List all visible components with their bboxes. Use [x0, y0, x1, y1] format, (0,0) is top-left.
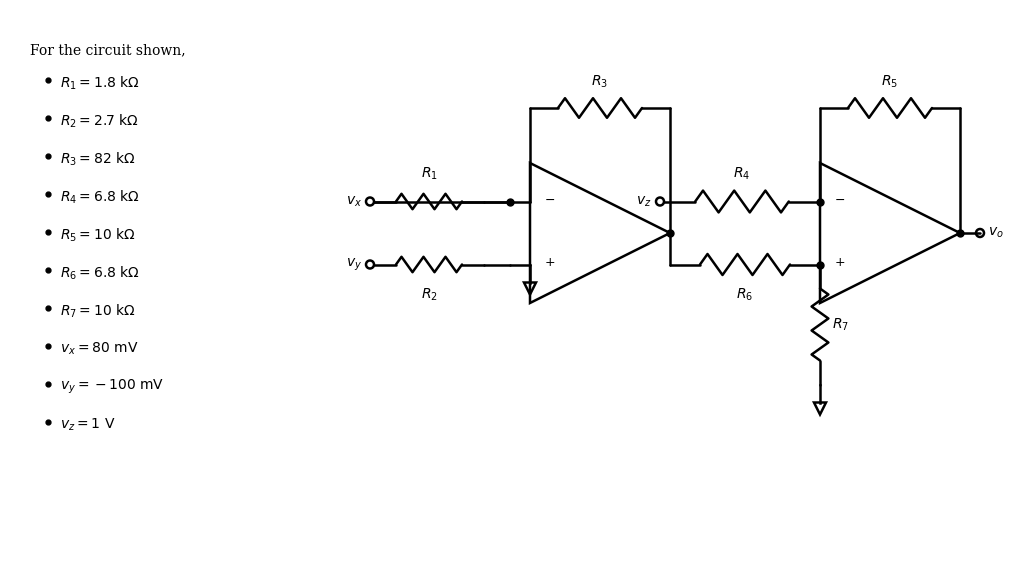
Text: $R_6 = 6.8\ \mathrm{k\Omega}$: $R_6 = 6.8\ \mathrm{k\Omega}$: [60, 264, 140, 282]
Text: $v_x$: $v_x$: [346, 194, 362, 209]
Text: $R_2 = 2.7\ \mathrm{k\Omega}$: $R_2 = 2.7\ \mathrm{k\Omega}$: [60, 112, 139, 129]
Text: $v_z = 1\ \mathrm{V}$: $v_z = 1\ \mathrm{V}$: [60, 417, 116, 433]
Text: $R_4$: $R_4$: [734, 165, 751, 181]
Text: $v_z$: $v_z$: [636, 194, 652, 209]
Text: $-$: $-$: [544, 193, 555, 206]
Text: $v_y = -100\ \mathrm{mV}$: $v_y = -100\ \mathrm{mV}$: [60, 378, 164, 396]
Text: For the circuit shown,: For the circuit shown,: [30, 43, 186, 57]
Text: $R_7 = 10\ \mathrm{k\Omega}$: $R_7 = 10\ \mathrm{k\Omega}$: [60, 302, 135, 320]
Text: $-$: $-$: [834, 193, 845, 206]
Text: $+$: $+$: [544, 256, 555, 269]
Text: $R_3$: $R_3$: [592, 74, 608, 90]
Text: $v_x = 80\ \mathrm{mV}$: $v_x = 80\ \mathrm{mV}$: [60, 341, 139, 357]
Text: $R_4 = 6.8\ \mathrm{k\Omega}$: $R_4 = 6.8\ \mathrm{k\Omega}$: [60, 188, 140, 205]
Text: $+$: $+$: [834, 256, 845, 269]
Text: $R_5$: $R_5$: [881, 74, 899, 90]
Text: $R_1 = 1.8\ \mathrm{k\Omega}$: $R_1 = 1.8\ \mathrm{k\Omega}$: [60, 74, 140, 92]
Text: $R_7$: $R_7$: [832, 316, 850, 333]
Text: $v_o$: $v_o$: [988, 226, 1003, 240]
Text: $R_2$: $R_2$: [421, 287, 437, 303]
Text: $R_6$: $R_6$: [737, 287, 753, 303]
Text: $R_1$: $R_1$: [421, 165, 437, 181]
Text: $R_5 = 10\ \mathrm{k\Omega}$: $R_5 = 10\ \mathrm{k\Omega}$: [60, 226, 135, 244]
Text: $R_3 = 82\ \mathrm{k\Omega}$: $R_3 = 82\ \mathrm{k\Omega}$: [60, 150, 135, 168]
Text: $v_y$: $v_y$: [346, 256, 362, 272]
